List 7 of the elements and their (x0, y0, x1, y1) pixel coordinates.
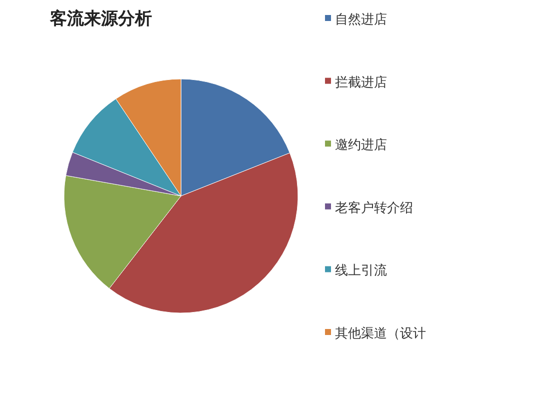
legend-label: 其他渠道（设计 (335, 326, 426, 342)
legend-label: 自然进店 (335, 12, 387, 28)
legend-label: 老客户转介绍 (335, 200, 413, 216)
legend-label: 线上引流 (335, 262, 387, 279)
legend-label: 拦截进店 (335, 74, 387, 90)
legend-label: 邀约进店 (335, 137, 387, 154)
chart-title: 客流来源分析 (49, 9, 152, 29)
